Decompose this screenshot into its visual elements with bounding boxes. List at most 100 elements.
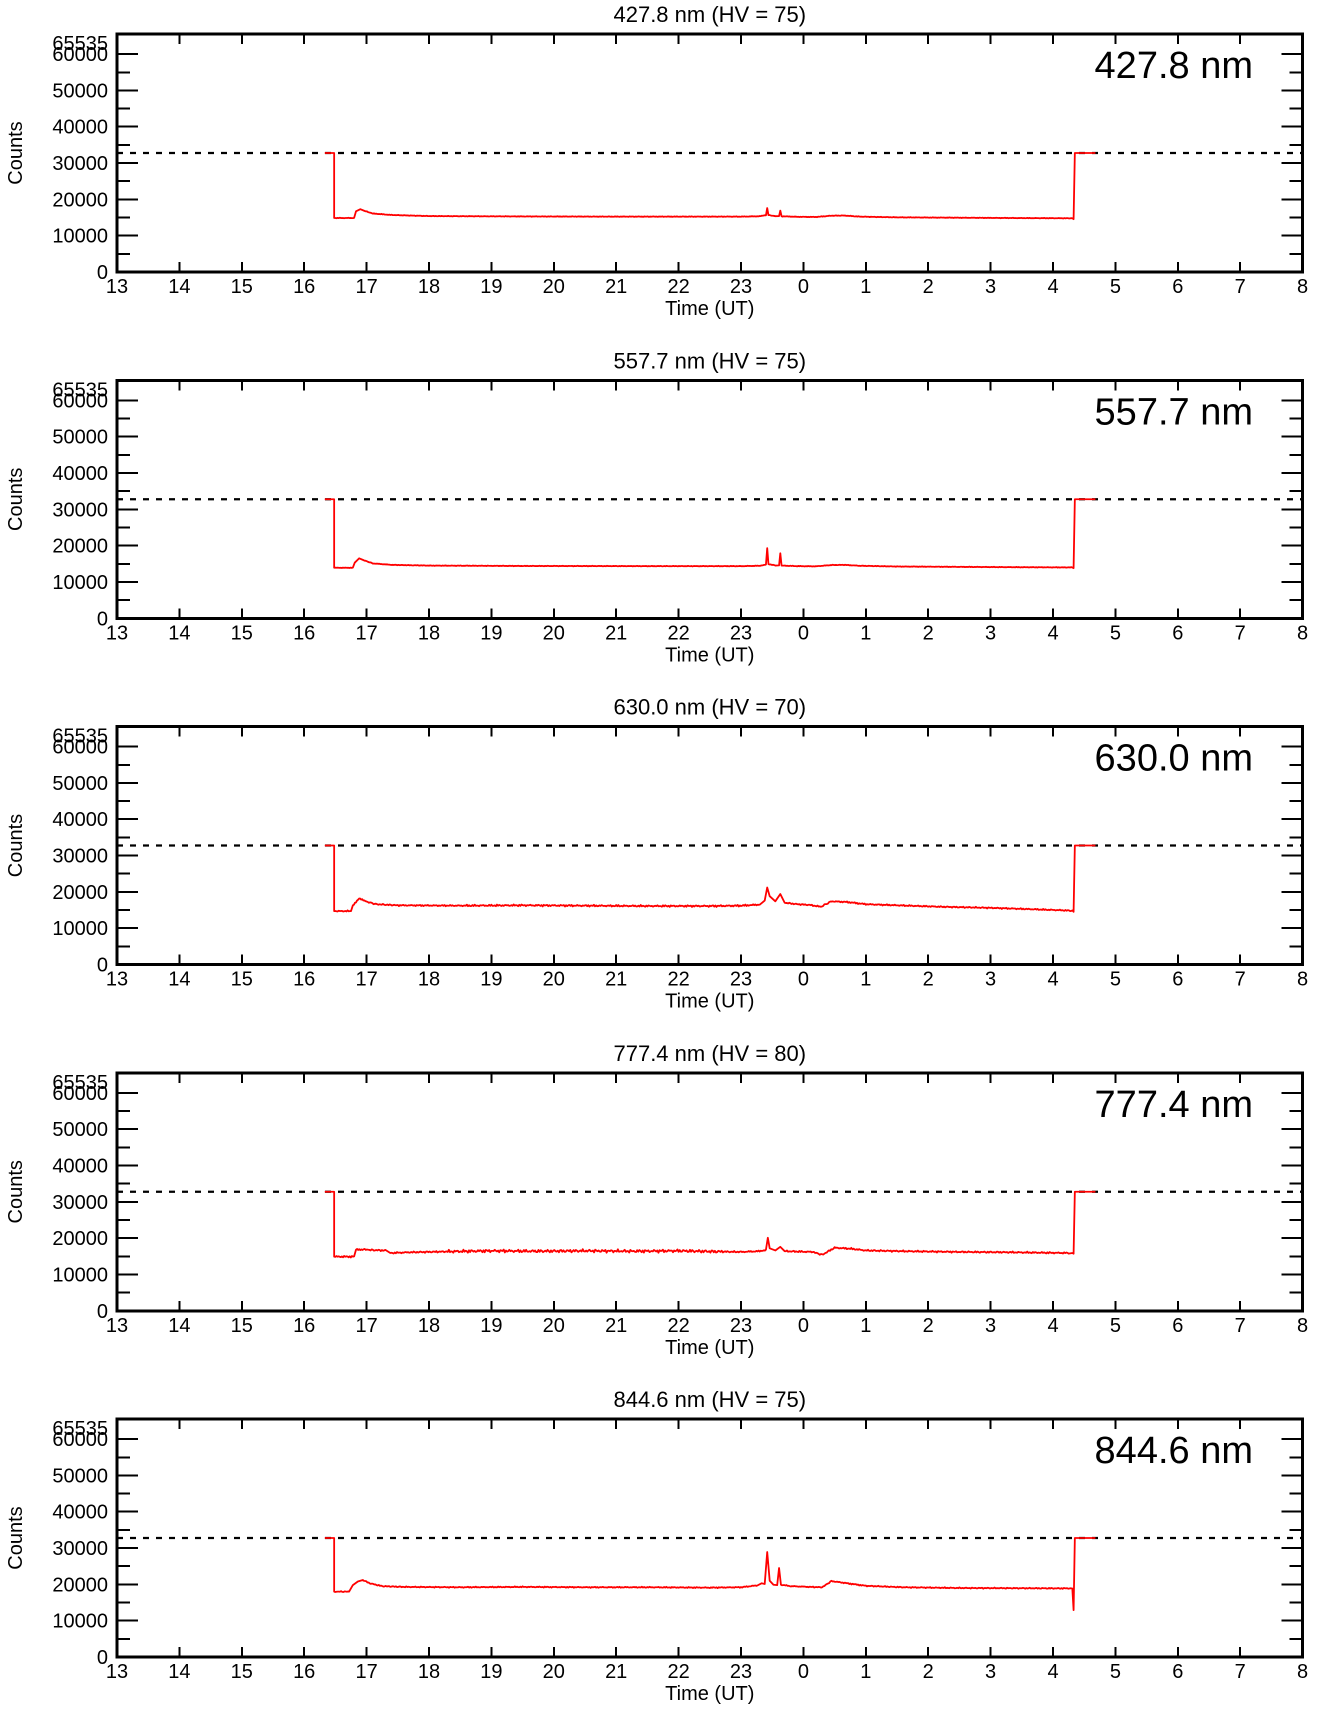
x-tick-label: 2 [923, 969, 934, 991]
y-tick-label: 65535 [52, 726, 108, 748]
x-tick-label: 21 [605, 622, 627, 644]
x-tick-label: 16 [293, 276, 315, 298]
x-tick-label: 14 [168, 969, 190, 991]
y-axis-title: Counts [5, 1506, 27, 1569]
plot-frame [115, 378, 1305, 620]
panel-title: 844.6 nm (HV = 75) [613, 1387, 806, 1412]
x-tick-label: 1 [860, 622, 871, 644]
x-tick-label: 22 [667, 969, 689, 991]
x-tick-label: 13 [106, 622, 128, 644]
data-series-line [324, 498, 1096, 570]
plot-frame [115, 1071, 1305, 1313]
x-tick-label: 4 [1047, 1661, 1058, 1683]
x-axis-title: Time (UT) [665, 298, 754, 320]
x-tick-label: 17 [355, 276, 377, 298]
wavelength-label: 844.6 nm [1095, 1430, 1253, 1472]
x-tick-label: 6 [1172, 1661, 1183, 1683]
panel-3: 777.4 nm (HV = 80) 0 10000 20000 30000 40000 5… [5, 1041, 1308, 1359]
x-tick-label: 23 [730, 276, 752, 298]
y-tick-label: 0 [97, 1301, 108, 1323]
y-tick-label: 50000 [52, 773, 108, 795]
x-tick-label: 20 [543, 1661, 565, 1683]
x-tick-label: 22 [667, 622, 689, 644]
x-tick-label: 17 [355, 622, 377, 644]
x-tick-label: 8 [1297, 276, 1308, 298]
x-axis-title: Time (UT) [665, 1337, 754, 1359]
x-tick-label: 0 [798, 276, 809, 298]
y-tick-label: 20000 [52, 536, 108, 558]
panel-title: 777.4 nm (HV = 80) [613, 1041, 806, 1066]
y-tick-label: 60000 [52, 44, 108, 66]
x-tick-label: 5 [1110, 622, 1121, 644]
y-tick-label: 50000 [52, 80, 108, 102]
panel-title: 427.8 nm (HV = 75) [613, 2, 806, 27]
x-tick-label: 3 [985, 1315, 996, 1337]
x-tick-label: 4 [1047, 1315, 1058, 1337]
y-axis-title: Counts [5, 814, 27, 877]
x-tick-label: 0 [798, 969, 809, 991]
x-tick-label: 6 [1172, 1315, 1183, 1337]
axis-ticks [116, 725, 1304, 966]
y-axis-title: Counts [5, 121, 27, 184]
y-tick-label: 10000 [52, 572, 108, 594]
x-tick-label: 17 [355, 1661, 377, 1683]
x-tick-label: 20 [543, 1315, 565, 1337]
x-tick-label: 5 [1110, 276, 1121, 298]
x-axis-title: Time (UT) [665, 1683, 754, 1705]
x-tick-label: 18 [418, 276, 440, 298]
panel-0: 427.8 nm (HV = 75) 0 10000 20000 30000 40000 5… [5, 2, 1308, 320]
y-tick-label: 65535 [52, 379, 108, 401]
y-tick-label: 20000 [52, 189, 108, 211]
x-tick-label: 14 [168, 1661, 190, 1683]
x-tick-label: 18 [418, 969, 440, 991]
x-tick-label: 14 [168, 276, 190, 298]
x-tick-label: 22 [667, 1315, 689, 1337]
x-tick-label: 7 [1235, 622, 1246, 644]
y-tick-label: 10000 [52, 918, 108, 940]
x-tick-label: 8 [1297, 1315, 1308, 1337]
y-tick-label: 30000 [52, 153, 108, 175]
x-tick-label: 21 [605, 1661, 627, 1683]
x-tick-label: 1 [860, 1661, 871, 1683]
y-tick-label: 50000 [52, 427, 108, 449]
y-axis-title: Counts [5, 1160, 27, 1223]
x-tick-label: 8 [1297, 969, 1308, 991]
x-tick-label: 23 [730, 1315, 752, 1337]
x-tick-label: 6 [1172, 276, 1183, 298]
x-tick-label: 21 [605, 1315, 627, 1337]
x-tick-label: 21 [605, 276, 627, 298]
x-tick-label: 5 [1110, 1661, 1121, 1683]
x-tick-label: 20 [543, 969, 565, 991]
x-tick-label: 5 [1110, 969, 1121, 991]
panel-2: 630.0 nm (HV = 70) 0 10000 20000 30000 40000 5… [5, 695, 1308, 1013]
x-tick-label: 6 [1172, 622, 1183, 644]
y-tick-label: 10000 [52, 1264, 108, 1286]
x-tick-label: 6 [1172, 969, 1183, 991]
x-tick-label: 8 [1297, 622, 1308, 644]
x-tick-label: 1 [860, 969, 871, 991]
data-series-line [324, 1190, 1096, 1259]
y-tick-label: 40000 [52, 463, 108, 485]
x-tick-label: 7 [1235, 276, 1246, 298]
wavelength-label: 630.0 nm [1095, 738, 1253, 780]
x-tick-label: 15 [231, 1661, 253, 1683]
x-tick-label: 21 [605, 969, 627, 991]
y-tick-label: 0 [97, 608, 108, 630]
x-tick-label: 8 [1297, 1661, 1308, 1683]
data-series-line [324, 152, 1096, 221]
x-tick-label: 4 [1047, 969, 1058, 991]
y-tick-label: 10000 [52, 226, 108, 248]
x-tick-label: 20 [543, 622, 565, 644]
x-tick-label: 19 [480, 1315, 502, 1337]
x-tick-label: 3 [985, 622, 996, 644]
data-series-line [324, 1537, 1096, 1612]
x-tick-label: 16 [293, 622, 315, 644]
y-tick-label: 30000 [52, 499, 108, 521]
y-tick-label: 30000 [52, 846, 108, 868]
axis-ticks [116, 1418, 1304, 1658]
x-axis-title: Time (UT) [665, 991, 754, 1013]
y-tick-label: 50000 [52, 1119, 108, 1141]
data-series-line [324, 844, 1096, 913]
